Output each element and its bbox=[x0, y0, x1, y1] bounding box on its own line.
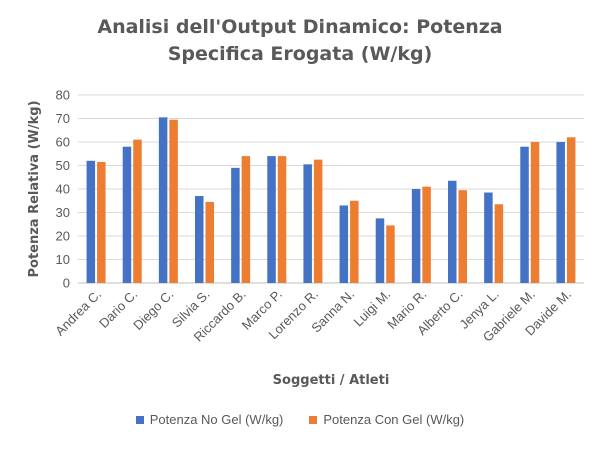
bar-no-gel bbox=[375, 218, 385, 283]
y-tick-label: 10 bbox=[56, 252, 70, 267]
y-tick-label: 60 bbox=[56, 135, 70, 150]
x-tick-label: Diego C. bbox=[130, 287, 176, 333]
bar-no-gel bbox=[339, 205, 349, 283]
bar-con-gel bbox=[422, 186, 431, 283]
bar-no-gel bbox=[411, 189, 421, 283]
bar-con-gel bbox=[350, 200, 359, 283]
bar-no-gel bbox=[556, 142, 565, 283]
x-tick-labels: Andrea C.Dario C.Diego C.Silvia S.Riccar… bbox=[52, 287, 574, 345]
bar-no-gel bbox=[86, 160, 96, 283]
bar-no-gel bbox=[448, 180, 457, 283]
legend-label-no-gel: Potenza No Gel (W/kg) bbox=[149, 412, 284, 427]
bar-con-gel bbox=[277, 156, 287, 283]
y-tick-label: 70 bbox=[56, 111, 70, 126]
y-tick-label: 50 bbox=[56, 158, 70, 173]
y-tick-label: 20 bbox=[56, 229, 70, 244]
bar-no-gel bbox=[195, 196, 204, 283]
legend-swatch-con-gel bbox=[309, 415, 318, 424]
bar-no-gel bbox=[303, 164, 312, 283]
legend-item-no-gel: Potenza No Gel (W/kg) bbox=[135, 412, 284, 427]
bar-no-gel bbox=[158, 117, 168, 283]
bar-con-gel bbox=[205, 201, 214, 283]
bar-con-gel bbox=[97, 161, 106, 283]
chart-title: Analisi dell'Output Dinamico: Potenza Sp… bbox=[0, 14, 600, 68]
bar-con-gel bbox=[169, 119, 178, 283]
y-tick-label: 40 bbox=[56, 182, 70, 197]
bar-no-gel bbox=[267, 156, 276, 283]
bar-con-gel bbox=[313, 159, 323, 283]
bar-con-gel bbox=[386, 225, 395, 283]
bar-no-gel bbox=[484, 192, 493, 283]
bar-con-gel bbox=[241, 156, 251, 283]
x-axis-title: Soggetti / Atleti bbox=[273, 373, 390, 388]
bar-con-gel bbox=[530, 142, 540, 283]
chart-title-line-2: Specifica Erogata (W/kg) bbox=[167, 43, 433, 65]
y-tick-label: 30 bbox=[56, 205, 70, 220]
x-tick-label: Andrea C. bbox=[52, 287, 104, 339]
gridlines bbox=[78, 94, 584, 284]
y-tick-labels: 0 10 20 30 40 50 60 70 80 bbox=[56, 88, 70, 291]
legend: Potenza No Gel (W/kg) Potenza Con Gel (W… bbox=[0, 412, 600, 427]
bar-no-gel bbox=[122, 146, 132, 283]
bar-con-gel bbox=[133, 139, 142, 283]
legend-item-con-gel: Potenza Con Gel (W/kg) bbox=[309, 412, 464, 427]
bars bbox=[86, 117, 576, 283]
y-axis-title: Potenza Relativa (W/kg) bbox=[27, 100, 42, 277]
y-tick-label: 0 bbox=[63, 276, 70, 291]
bar-no-gel bbox=[231, 167, 240, 283]
bar-con-gel bbox=[494, 204, 504, 283]
legend-label-con-gel: Potenza Con Gel (W/kg) bbox=[323, 412, 465, 427]
y-tick-label: 80 bbox=[56, 88, 70, 103]
bar-con-gel bbox=[566, 137, 576, 283]
bar-no-gel bbox=[520, 146, 529, 283]
bar-con-gel bbox=[458, 190, 467, 283]
chart-title-line-1: Analisi dell'Output Dinamico: Potenza bbox=[97, 16, 503, 38]
legend-swatch-no-gel bbox=[135, 415, 144, 424]
